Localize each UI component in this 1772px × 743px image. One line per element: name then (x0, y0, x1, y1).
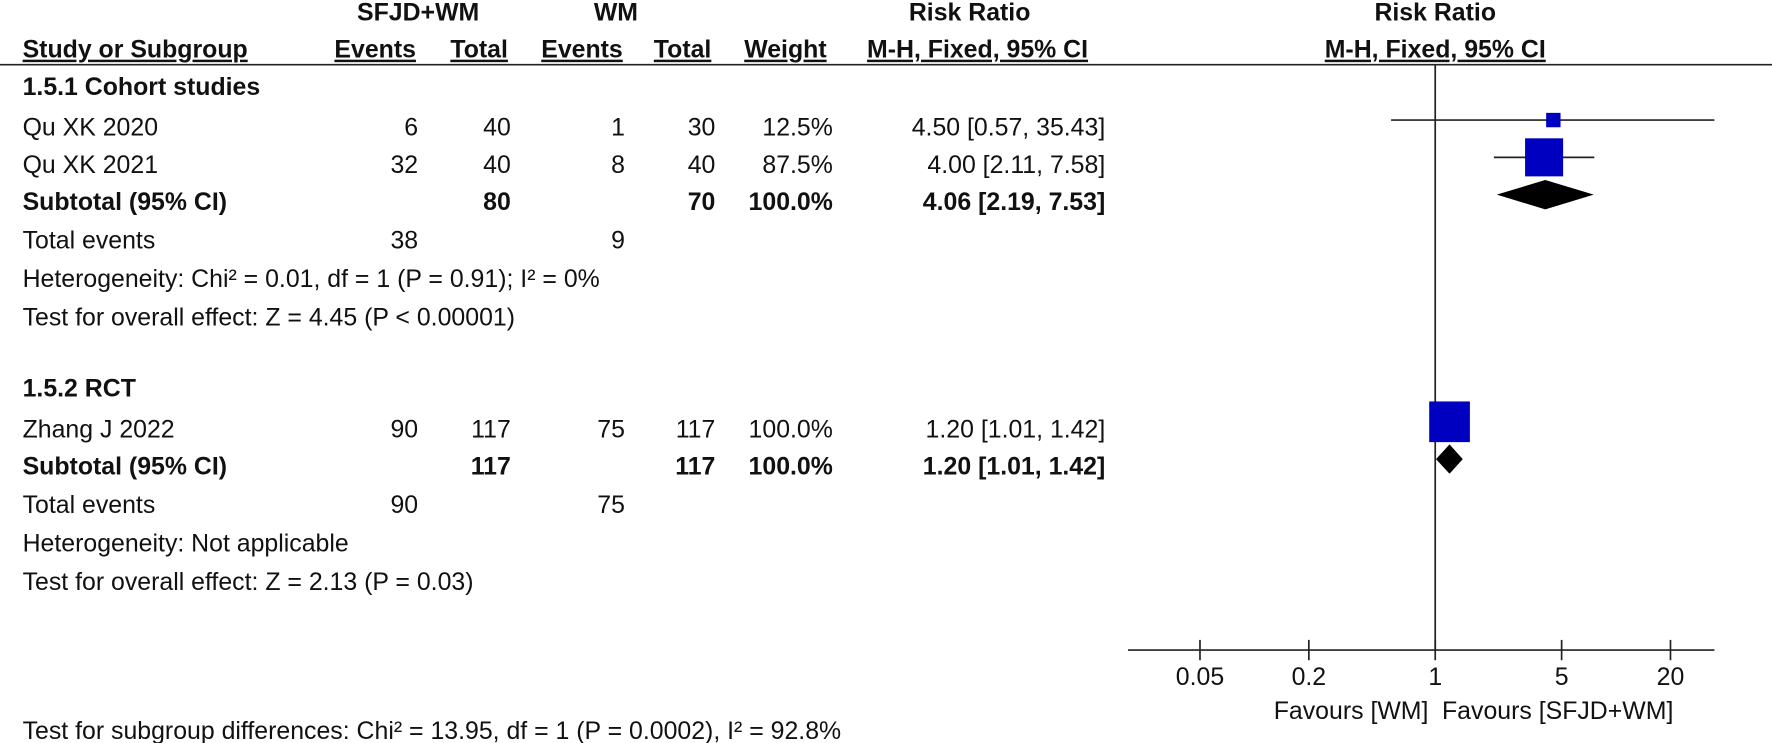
x-tick-label: 20 (1657, 663, 1685, 691)
column-header: Study or Subgroup (23, 36, 248, 64)
cell: 40 (483, 151, 511, 179)
cell: 4.50 [0.57, 35.43] (912, 114, 1106, 142)
total-events-name: Total events (23, 491, 156, 519)
column-header: M-H, Fixed, 95% CI (1325, 36, 1546, 64)
study-name: Zhang J 2022 (23, 415, 175, 443)
overall-effect: Test for overall effect: Z = 2.13 (P = 0… (23, 568, 474, 596)
cell: 4.00 [2.11, 7.58] (927, 151, 1105, 179)
pooled-diamond (1436, 444, 1463, 474)
cell: 38 (390, 227, 418, 255)
column-header: M-H, Fixed, 95% CI (867, 36, 1088, 64)
cell: 40 (688, 151, 716, 179)
cell: 6 (404, 114, 418, 142)
favours-left: Favours [WM] (1274, 697, 1429, 725)
cell: 117 (471, 415, 511, 443)
cell: 117 (675, 453, 715, 481)
cell: 100.0% (749, 453, 833, 481)
cell: 40 (483, 114, 511, 142)
subgroup-name: 1.5.2 RCT (23, 375, 136, 403)
total-events-name: Total events (23, 227, 156, 255)
cell: 75 (597, 415, 625, 443)
cell: 70 (688, 188, 716, 216)
x-tick-label: 0.2 (1292, 663, 1327, 691)
study-square (1546, 112, 1561, 128)
cell: 1.20 [1.01, 1.42] (926, 415, 1106, 443)
pooled-diamond (1496, 179, 1594, 210)
group-header: Risk Ratio (1374, 0, 1496, 26)
column-header: Weight (744, 36, 826, 64)
subgroup-name: 1.5.1 Cohort studies (23, 73, 261, 101)
cell: 117 (676, 415, 716, 443)
cell: 1.20 [1.01, 1.42] (923, 453, 1105, 481)
column-header: Total (450, 36, 508, 64)
cell: 1 (611, 114, 625, 142)
column-header: Events (541, 36, 623, 64)
cell: 87.5% (762, 151, 833, 179)
cell: 9 (611, 227, 625, 255)
study-square (1525, 138, 1564, 177)
heterogeneity: Heterogeneity: Chi² = 0.01, df = 1 (P = … (23, 265, 600, 293)
column-header: Total (654, 36, 712, 64)
cell: 75 (597, 491, 625, 519)
group-header: WM (594, 0, 638, 26)
cell: 117 (471, 453, 511, 481)
x-tick-label: 1 (1428, 663, 1442, 691)
subtotal-name: Subtotal (95% CI) (23, 188, 227, 216)
x-tick-label: 5 (1555, 663, 1569, 691)
cell: 100.0% (749, 415, 833, 443)
cell: 4.06 [2.19, 7.53] (923, 188, 1105, 216)
cell: 8 (611, 151, 625, 179)
cell: 90 (390, 491, 418, 519)
favours-right: Favours [SFJD+WM] (1442, 697, 1673, 725)
cell: 80 (483, 188, 511, 216)
study-name: Qu XK 2020 (23, 114, 158, 142)
subtotal-name: Subtotal (95% CI) (23, 453, 227, 481)
cell: 12.5% (762, 114, 833, 142)
group-header: SFJD+WM (357, 0, 479, 26)
heterogeneity: Heterogeneity: Not applicable (23, 530, 349, 558)
study-square (1429, 401, 1470, 443)
subgroup-test: Test for subgroup differences: Chi² = 13… (23, 717, 842, 743)
group-header: Risk Ratio (909, 0, 1031, 26)
overall-effect: Test for overall effect: Z = 4.45 (P < 0… (23, 304, 515, 332)
cell: 30 (688, 114, 716, 142)
column-header: Events (334, 36, 416, 64)
x-tick-label: 0.05 (1176, 663, 1224, 691)
cell: 90 (390, 415, 418, 443)
cell: 32 (390, 151, 418, 179)
cell: 100.0% (749, 188, 833, 216)
study-name: Qu XK 2021 (23, 151, 158, 179)
